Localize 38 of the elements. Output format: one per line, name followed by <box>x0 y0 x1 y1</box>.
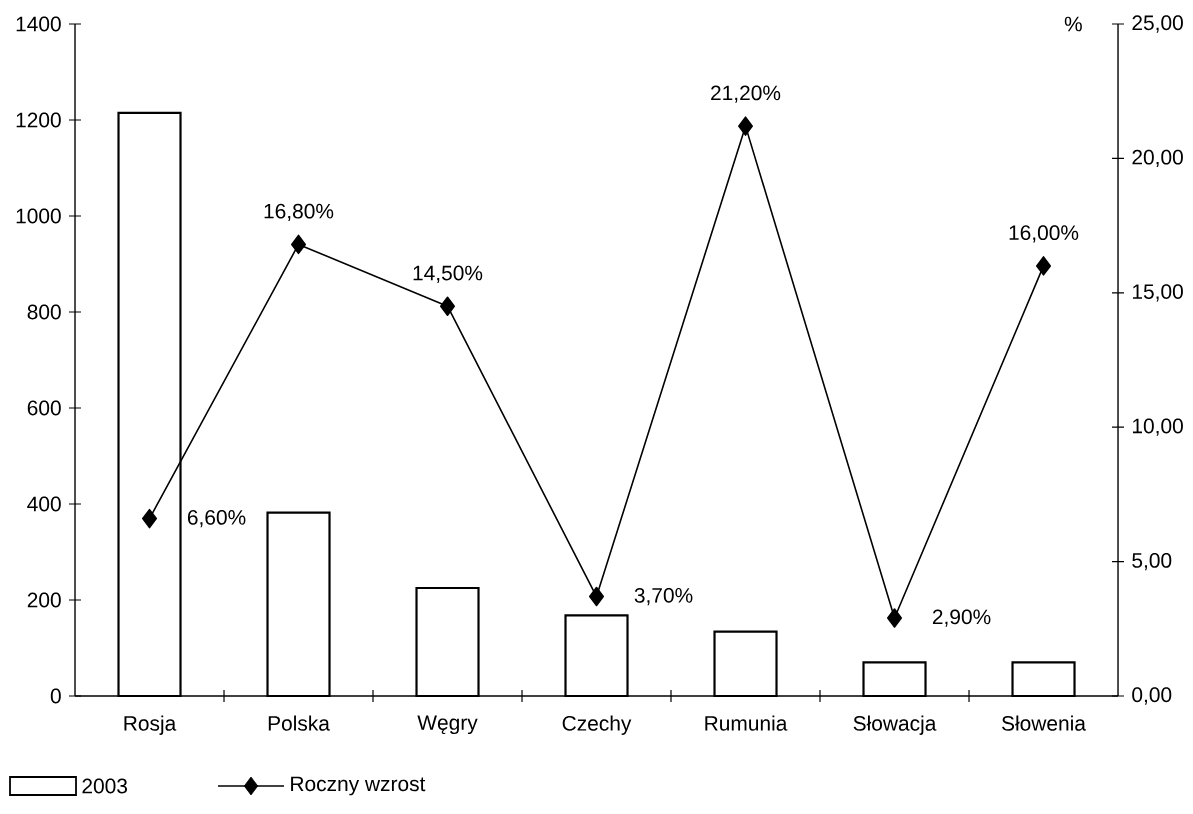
legend-label: Roczny wzrost <box>291 776 426 796</box>
point <box>886 608 903 628</box>
data-label: 16,80% <box>264 203 334 222</box>
data-label: 21,20% <box>711 85 781 103</box>
data-label: 14,50% <box>413 265 483 283</box>
y2-tick-label: 25,00 <box>1132 15 1183 33</box>
x-tick-label: Rosja <box>124 715 177 735</box>
legend-label: 2003 <box>82 778 128 794</box>
y-tick-label: 600 <box>27 400 61 416</box>
x-tick-label: Polska <box>268 715 330 731</box>
data-label: 2,90% <box>932 609 991 627</box>
x-tick-label: Czechy <box>562 715 632 735</box>
y-tick-label: 1200 <box>16 112 61 128</box>
point <box>1035 256 1052 276</box>
y-tick-label: 200 <box>27 592 61 608</box>
y2-tick-label: 20,00 <box>1132 149 1183 168</box>
point <box>588 586 605 607</box>
y-tick-label: 1400 <box>16 16 61 32</box>
y-tick-label: 400 <box>27 496 61 512</box>
y2-tick-label: 5,00 <box>1132 552 1172 571</box>
y2-tick-label: 0,00 <box>1132 687 1172 705</box>
x-tick-label: Słowacja <box>853 715 937 735</box>
point <box>290 234 307 255</box>
data-label: 16,00% <box>1009 225 1079 243</box>
data-label: 6,60% <box>187 509 246 528</box>
x-tick-label: Rumunia <box>705 715 788 731</box>
y2-tick-label: 15,00 <box>1132 284 1183 302</box>
point <box>737 116 754 136</box>
y2-axis-title: % <box>1064 16 1082 32</box>
x-tick-label: Węgry <box>417 715 478 735</box>
x-tick-label: Słowenia <box>1002 715 1086 731</box>
data-label: 3,70% <box>634 587 693 606</box>
y-tick-label: 0 <box>50 688 61 704</box>
y-tick-label: 800 <box>27 304 61 320</box>
y2-tick-label: 10,00 <box>1132 418 1183 436</box>
point <box>141 508 158 529</box>
point <box>439 296 456 316</box>
y-tick-label: 1000 <box>16 208 61 224</box>
